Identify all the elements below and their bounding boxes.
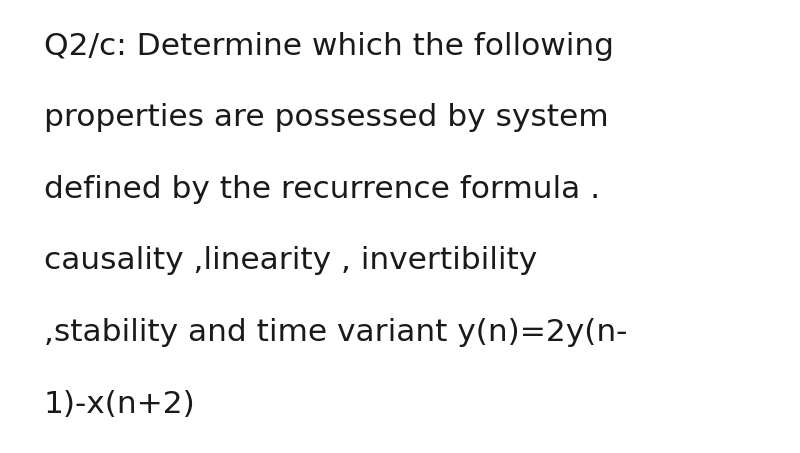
Text: Q2/c: Determine which the following: Q2/c: Determine which the following <box>44 32 614 61</box>
Text: defined by the recurrence formula .: defined by the recurrence formula . <box>44 175 600 204</box>
Text: causality ,linearity , invertibility: causality ,linearity , invertibility <box>44 246 538 275</box>
Text: ,stability and time variant y(n)=2y(n-: ,stability and time variant y(n)=2y(n- <box>44 318 627 347</box>
Text: properties are possessed by system: properties are possessed by system <box>44 103 609 132</box>
Text: 1)-x(n+2): 1)-x(n+2) <box>44 390 196 419</box>
